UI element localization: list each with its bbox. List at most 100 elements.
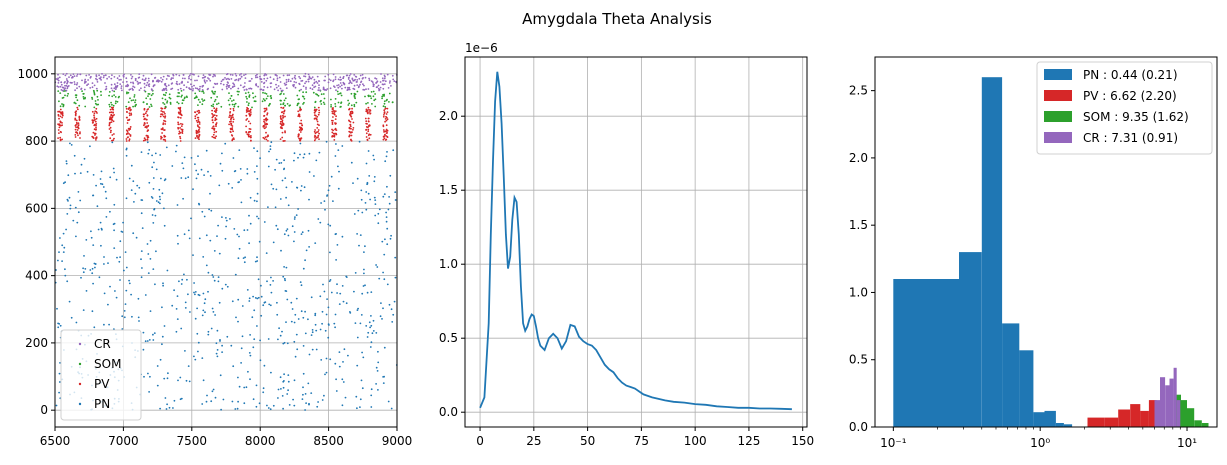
pn-spike bbox=[361, 211, 364, 214]
som-spike bbox=[194, 92, 197, 95]
cr-spike bbox=[303, 75, 305, 77]
pv-spike bbox=[348, 107, 351, 110]
som-spike bbox=[181, 102, 184, 105]
pn-spike bbox=[321, 322, 323, 325]
cr-spike bbox=[71, 76, 74, 79]
pn-spike bbox=[269, 408, 272, 411]
pv-spike bbox=[57, 123, 59, 126]
pn-spike bbox=[325, 140, 328, 143]
pv-spike bbox=[159, 115, 162, 118]
pn-spike bbox=[318, 151, 321, 154]
pn-spike bbox=[314, 323, 317, 326]
pn-spike bbox=[341, 404, 344, 407]
pn-spike bbox=[389, 174, 392, 177]
cr-spike bbox=[190, 72, 192, 75]
pn-spike bbox=[249, 354, 252, 357]
x-tick-label: 125 bbox=[737, 434, 760, 448]
cr-spike bbox=[344, 86, 347, 89]
cr-spike bbox=[120, 87, 123, 89]
cr-spike bbox=[165, 87, 168, 90]
cr-spike bbox=[350, 82, 353, 84]
pv-spike bbox=[383, 137, 386, 140]
cr-spike bbox=[95, 75, 98, 78]
pn-spike bbox=[121, 315, 124, 318]
cr-spike bbox=[260, 81, 263, 83]
pn-spike bbox=[293, 340, 296, 343]
som-spike bbox=[265, 97, 268, 100]
pn-spike bbox=[382, 195, 385, 198]
pn-spike bbox=[280, 249, 282, 252]
pn-spike bbox=[330, 291, 333, 294]
som-spike bbox=[127, 91, 130, 94]
pv-spike bbox=[95, 123, 98, 125]
som-spike bbox=[340, 101, 343, 104]
cr-spike bbox=[238, 74, 241, 76]
pv-spike bbox=[284, 115, 286, 118]
pn-spike bbox=[299, 142, 302, 145]
pv-spike bbox=[125, 138, 128, 140]
som-spike bbox=[214, 98, 217, 101]
pn-spike bbox=[86, 170, 89, 173]
pv-spike bbox=[318, 132, 320, 135]
pv-spike bbox=[112, 120, 115, 123]
som-spike bbox=[74, 102, 77, 105]
pn-bar bbox=[959, 252, 982, 427]
pn-spike bbox=[196, 307, 199, 310]
pv-spike bbox=[58, 117, 60, 120]
cr-spike bbox=[122, 75, 125, 78]
pn-spike bbox=[65, 160, 68, 163]
cr-spike bbox=[276, 79, 279, 82]
pn-spike bbox=[269, 304, 272, 307]
pn-spike bbox=[255, 405, 258, 408]
pv-spike bbox=[318, 138, 320, 141]
pn-spike bbox=[82, 267, 84, 270]
pv-spike bbox=[215, 135, 218, 138]
pn-spike bbox=[302, 345, 305, 347]
pn-spike bbox=[164, 397, 167, 399]
pv-spike bbox=[282, 112, 285, 115]
pn-spike bbox=[300, 233, 303, 236]
pv-spike bbox=[95, 139, 97, 141]
cr-spike bbox=[356, 84, 359, 86]
pn-spike bbox=[257, 278, 260, 281]
cr-spike bbox=[179, 87, 182, 90]
pv-spike bbox=[111, 139, 113, 142]
pv-spike bbox=[316, 127, 319, 129]
cr-spike bbox=[132, 85, 135, 88]
cr-spike bbox=[206, 80, 208, 82]
pv-spike bbox=[382, 115, 385, 118]
pv-spike bbox=[147, 129, 149, 132]
pn-spike bbox=[308, 152, 311, 155]
pn-spike bbox=[181, 278, 184, 281]
pv-spike bbox=[245, 125, 248, 128]
pn-spike bbox=[286, 342, 289, 345]
pn-spike bbox=[149, 310, 152, 312]
pv-spike bbox=[334, 110, 337, 112]
cr-spike bbox=[228, 86, 230, 89]
som-spike bbox=[75, 94, 78, 97]
spike-points bbox=[54, 72, 398, 411]
pv-spike bbox=[365, 129, 367, 131]
pv-spike bbox=[280, 106, 283, 109]
som-spike bbox=[91, 96, 93, 99]
som-spike bbox=[211, 90, 214, 92]
pv-spike bbox=[383, 109, 386, 112]
pn-spike bbox=[269, 148, 272, 151]
pn-spike bbox=[326, 195, 328, 197]
cr-spike bbox=[152, 79, 154, 82]
pn-spike bbox=[212, 388, 215, 391]
pn-spike bbox=[166, 269, 169, 272]
pv-spike bbox=[249, 130, 252, 133]
pv-bar bbox=[1104, 417, 1119, 427]
som-spike bbox=[296, 104, 299, 107]
pn-spike bbox=[225, 219, 228, 222]
pv-spike bbox=[91, 122, 94, 124]
cr-spike bbox=[316, 82, 319, 84]
pv-spike bbox=[213, 110, 216, 113]
pn-spike bbox=[270, 276, 272, 279]
pv-spike bbox=[211, 119, 214, 121]
pn-spike bbox=[307, 382, 310, 385]
cr-spike bbox=[162, 75, 165, 78]
pn-spike bbox=[163, 224, 166, 227]
som-spike bbox=[316, 93, 319, 96]
